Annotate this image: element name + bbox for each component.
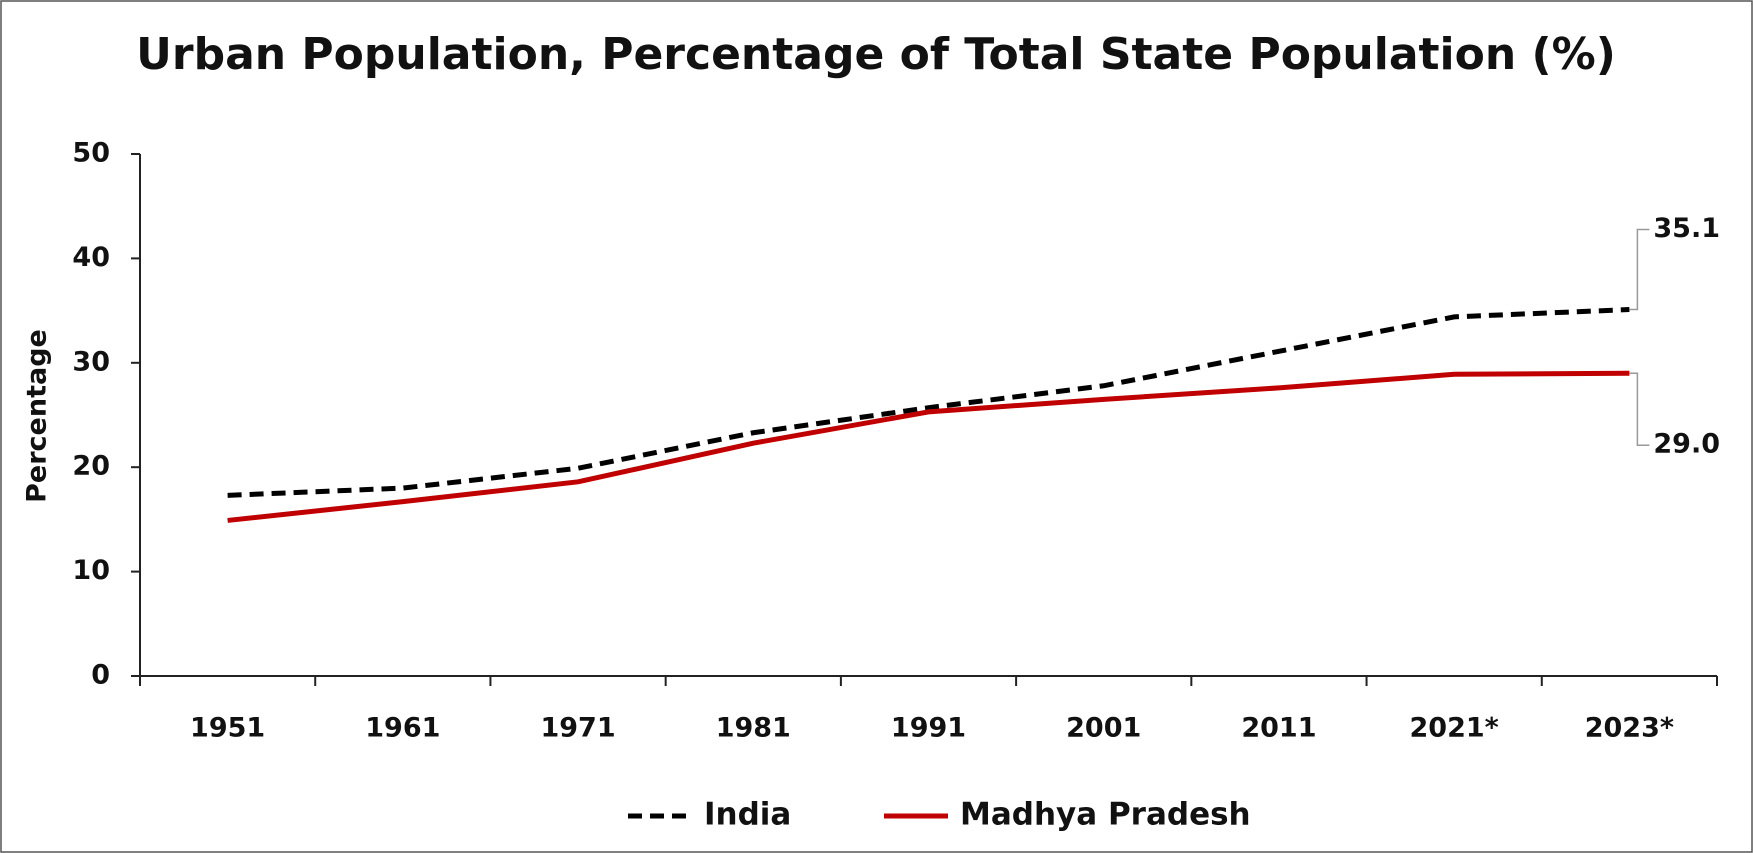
y-axis-label: Percentage xyxy=(22,329,53,503)
y-tick-label: 30 xyxy=(72,346,110,377)
y-tick-label: 50 xyxy=(72,138,110,169)
data-label: 29.0 xyxy=(1653,429,1720,460)
y-tick-label: 10 xyxy=(72,555,110,586)
x-tick-label: 1981 xyxy=(716,713,791,744)
x-tick-label: 1971 xyxy=(540,713,615,744)
x-tick-label: 2001 xyxy=(1066,713,1141,744)
series-line xyxy=(227,307,1630,498)
leader-line xyxy=(1629,228,1650,311)
x-tick-label: 2023* xyxy=(1585,713,1674,744)
legend-label: India xyxy=(704,797,791,833)
y-tick-label: 40 xyxy=(72,242,110,273)
x-tick-label: 1961 xyxy=(365,713,440,744)
legend-label: Madhya Pradesh xyxy=(960,797,1251,833)
x-tick-label: 2021* xyxy=(1410,713,1499,744)
data-label: 35.1 xyxy=(1653,213,1720,244)
x-tick-label: 2011 xyxy=(1241,713,1316,744)
y-tick-label: 20 xyxy=(72,451,110,482)
y-tick-label: 0 xyxy=(91,660,110,691)
series-line xyxy=(227,370,1630,523)
leader-line xyxy=(1629,372,1650,446)
chart-title: Urban Population, Percentage of Total St… xyxy=(136,29,1616,80)
x-tick-label: 1991 xyxy=(891,713,966,744)
x-tick-label: 1951 xyxy=(190,713,265,744)
